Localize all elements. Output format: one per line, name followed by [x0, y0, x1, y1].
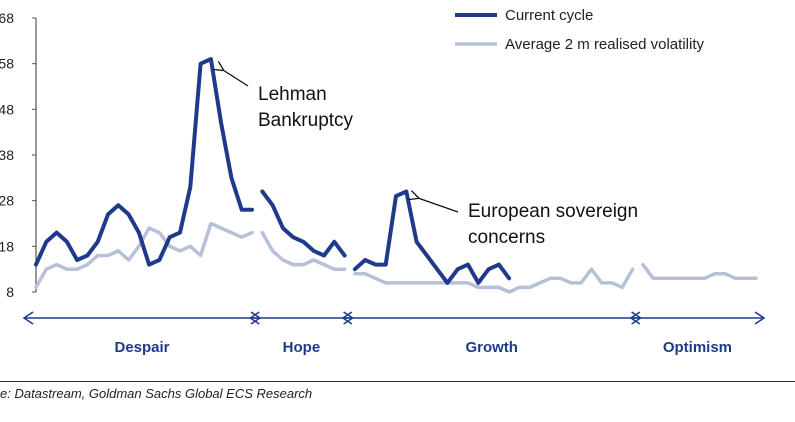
annotation-arrow — [223, 70, 249, 87]
phase-label: Growth — [465, 339, 518, 356]
annotation-text: Bankruptcy — [258, 110, 354, 131]
current-cycle-line — [34, 57, 254, 267]
y-tick-label: 28 — [0, 193, 14, 209]
y-tick-label: 8 — [6, 284, 14, 300]
series-layer — [34, 57, 758, 294]
average-volatility-line — [260, 230, 347, 271]
source-divider — [0, 381, 795, 382]
y-tick-label: 68 — [0, 10, 14, 26]
current-cycle-line — [260, 189, 347, 258]
annotation-layer: Lehman Bankruptcy European sovereign concer… — [223, 70, 638, 248]
annotation-text: concerns — [468, 227, 545, 248]
axis-layer: 68 58 48 38 28 18 8 — [0, 10, 37, 300]
average-volatility-line — [353, 267, 635, 294]
phase-label: Hope — [283, 339, 321, 356]
average-volatility-line — [34, 221, 254, 290]
current-cycle-line — [352, 189, 512, 285]
source-note: e: Datastream, Goldman Sachs Global ECS … — [0, 386, 313, 401]
annotation-text: Lehman — [258, 84, 327, 105]
annotation-text: European sovereign — [468, 201, 638, 222]
phase-layer: Despair Hope Growth Optimism — [22, 311, 766, 356]
phase-arrow-left — [341, 311, 353, 325]
phase-label: Optimism — [663, 339, 732, 356]
y-tick-label: 58 — [0, 56, 14, 72]
phase-label: Despair — [114, 339, 169, 356]
average-volatility-line — [641, 262, 758, 281]
phase-arrow-left — [629, 311, 641, 325]
y-tick-label: 48 — [0, 101, 14, 117]
annotation-arrow — [418, 198, 459, 213]
phase-arrow-left — [22, 311, 34, 325]
phase-arrow-right — [754, 311, 766, 325]
legend: Current cycle Average 2 m realised volati… — [455, 7, 704, 53]
legend-label: Average 2 m realised volatility — [505, 36, 704, 53]
y-tick-label: 18 — [0, 238, 14, 254]
legend-label: Current cycle — [505, 7, 593, 24]
y-tick-label: 38 — [0, 147, 14, 163]
phase-arrow-left — [248, 311, 260, 325]
